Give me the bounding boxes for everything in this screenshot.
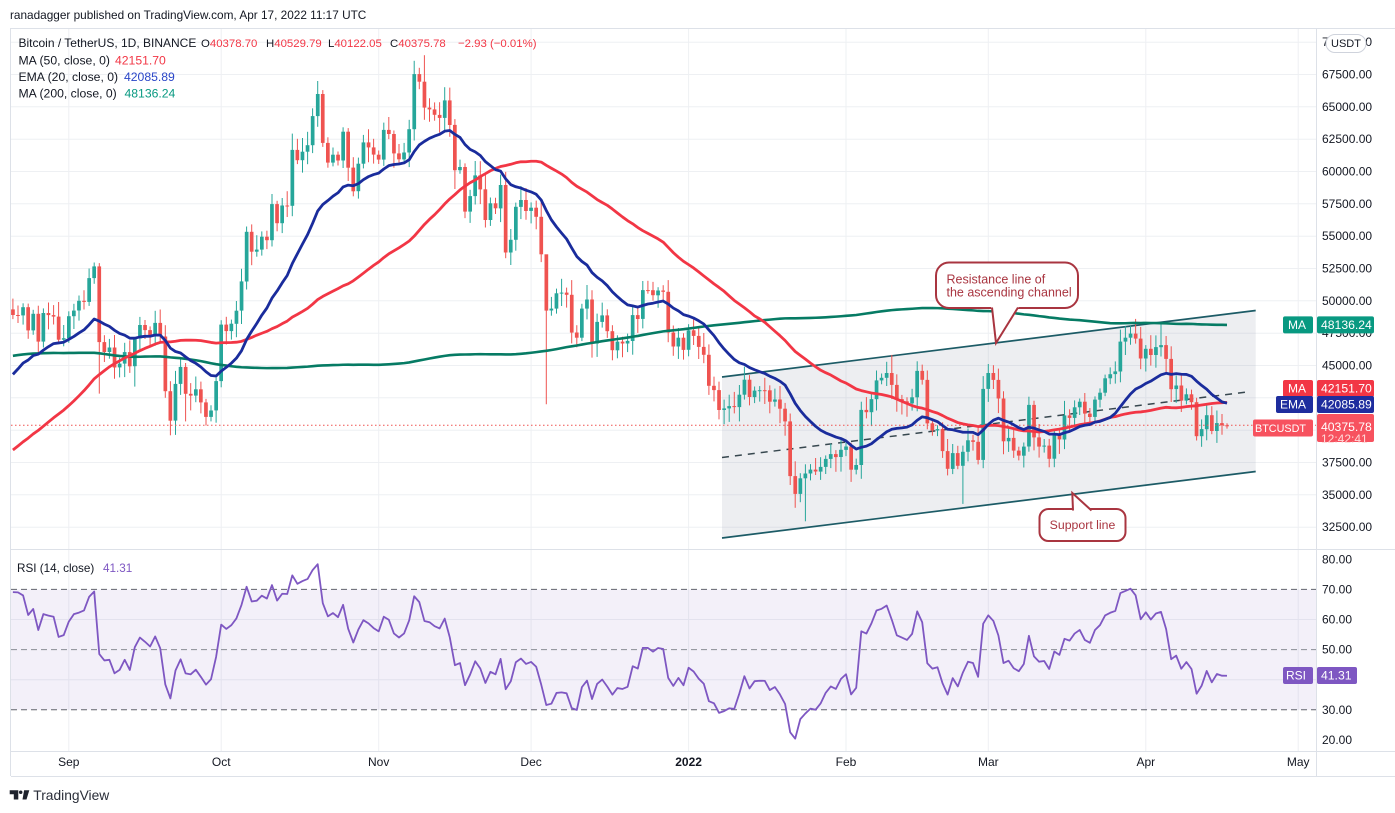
svg-text:37500.00: 37500.00 — [1322, 456, 1372, 470]
svg-text:RSI (14, close): RSI (14, close) — [17, 562, 94, 575]
svg-text:60000.00: 60000.00 — [1322, 165, 1372, 179]
svg-text:30.00: 30.00 — [1322, 703, 1352, 717]
svg-text:MA: MA — [1288, 382, 1306, 396]
svg-text:Mar: Mar — [978, 755, 999, 769]
svg-text:57500.00: 57500.00 — [1322, 197, 1372, 211]
svg-text:32500.00: 32500.00 — [1322, 520, 1372, 534]
svg-text:BTCUSDT: BTCUSDT — [1255, 423, 1306, 435]
svg-text:41.31: 41.31 — [1321, 669, 1352, 683]
svg-text:35000.00: 35000.00 — [1322, 488, 1372, 502]
svg-text:12:42:41: 12:42:41 — [1321, 432, 1368, 446]
svg-text:42085.89: 42085.89 — [124, 70, 175, 84]
svg-text:TradingView: TradingView — [33, 788, 109, 803]
svg-text:42151.70: 42151.70 — [115, 54, 166, 68]
svg-text:Nov: Nov — [368, 755, 389, 769]
svg-text:48136.24: 48136.24 — [125, 86, 176, 100]
svg-text:RSI: RSI — [1286, 669, 1306, 683]
svg-text:80.00: 80.00 — [1322, 552, 1352, 566]
svg-text:Resistance line of: Resistance line of — [947, 273, 1046, 287]
svg-text:70.00: 70.00 — [1322, 582, 1352, 596]
svg-text:55000.00: 55000.00 — [1322, 229, 1372, 243]
svg-text:42151.70: 42151.70 — [1321, 382, 1372, 396]
svg-text:48136.24: 48136.24 — [1321, 318, 1372, 332]
svg-text:40375.78: 40375.78 — [1321, 420, 1372, 434]
svg-text:−2.93 (−0.01%): −2.93 (−0.01%) — [458, 38, 537, 50]
svg-text:MA (50, close, 0): MA (50, close, 0) — [19, 54, 110, 68]
svg-text:O40378.70: O40378.70 — [201, 38, 257, 50]
svg-text:65000.00: 65000.00 — [1322, 100, 1372, 114]
svg-text:MA (200, close, 0): MA (200, close, 0) — [19, 86, 117, 100]
svg-text:41.31: 41.31 — [103, 562, 132, 575]
svg-text:MA: MA — [1288, 318, 1306, 332]
svg-text:60.00: 60.00 — [1322, 613, 1352, 627]
svg-text:EMA (20, close, 0): EMA (20, close, 0) — [19, 70, 119, 84]
svg-text:May: May — [1287, 755, 1310, 769]
svg-text:H40529.79: H40529.79 — [266, 38, 322, 50]
svg-text:50000.00: 50000.00 — [1322, 294, 1372, 308]
svg-text:EMA: EMA — [1280, 398, 1306, 412]
svg-text:20.00: 20.00 — [1322, 733, 1352, 747]
svg-text:Sep: Sep — [58, 755, 80, 769]
svg-text:ranadagger published on Tradin: ranadagger published on TradingView.com,… — [10, 8, 367, 22]
svg-text:Feb: Feb — [836, 755, 857, 769]
svg-text:67500.00: 67500.00 — [1322, 68, 1372, 82]
svg-text:52500.00: 52500.00 — [1322, 262, 1372, 276]
svg-text:L40122.05: L40122.05 — [328, 38, 382, 50]
svg-text:USDT: USDT — [1331, 38, 1361, 50]
svg-text:50.00: 50.00 — [1322, 643, 1352, 657]
svg-text:C40375.78: C40375.78 — [390, 38, 446, 50]
svg-text:Apr: Apr — [1136, 755, 1155, 769]
svg-text:Support line: Support line — [1050, 518, 1116, 532]
svg-text:the ascending channel: the ascending channel — [947, 285, 1072, 299]
svg-text:Dec: Dec — [520, 755, 541, 769]
svg-text:Oct: Oct — [212, 755, 231, 769]
svg-text:62500.00: 62500.00 — [1322, 132, 1372, 146]
svg-text:Bitcoin / TetherUS, 1D, BINANC: Bitcoin / TetherUS, 1D, BINANCE — [19, 36, 197, 50]
svg-text:2022: 2022 — [675, 755, 702, 769]
svg-text:45000.00: 45000.00 — [1322, 359, 1372, 373]
svg-text:42085.89: 42085.89 — [1321, 398, 1372, 412]
